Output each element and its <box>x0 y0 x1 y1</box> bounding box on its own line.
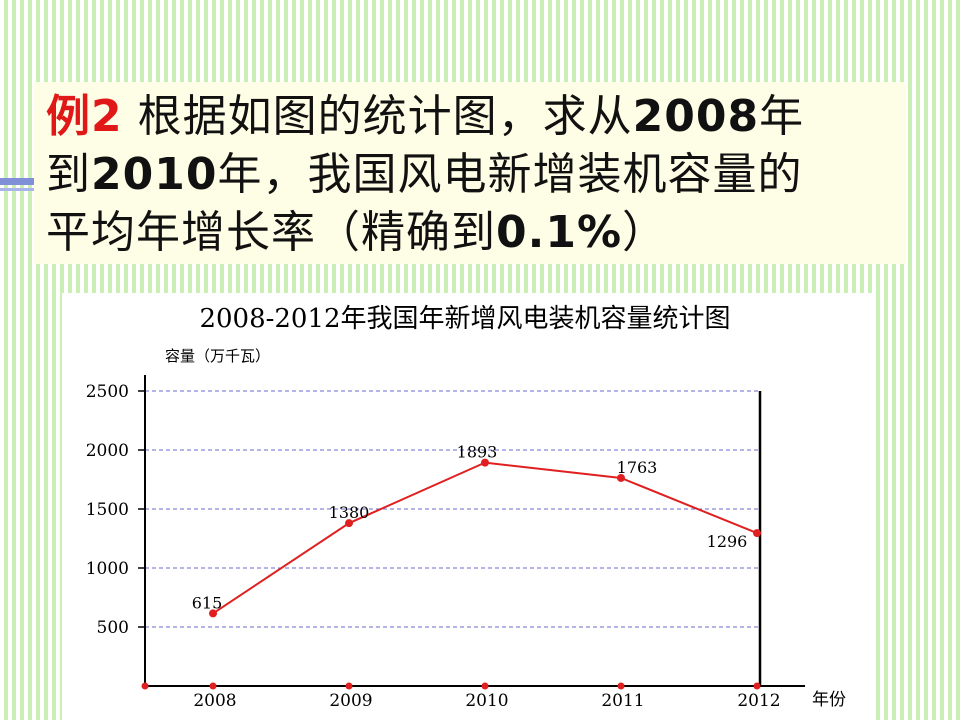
question-line-3: 平均年增长率（精确到0.1%） <box>46 204 906 262</box>
y-tick-labels: 500 1000 1500 2000 2500 <box>86 382 129 638</box>
x-tick-label: 2010 <box>465 691 508 711</box>
series-line <box>212 461 758 615</box>
question-line2-text: 年，我国风电新增装机容量的 <box>217 149 803 200</box>
question-year-start: 2008 <box>632 91 760 142</box>
grid-lines <box>145 390 760 628</box>
question-text: 例2 根据如图的统计图，求从2008年 到2010年，我国风电新增装机容量的 平… <box>46 88 906 262</box>
data-label: 1893 <box>457 443 498 462</box>
y-tick-label: 1000 <box>86 559 129 579</box>
origin-point <box>141 682 149 690</box>
y-tick-label: 2500 <box>86 382 129 402</box>
x-tick-label: 2012 <box>737 691 780 711</box>
chart-title: 2008-2012年我国年新增风电装机容量统计图 <box>199 304 730 334</box>
data-point <box>209 609 217 618</box>
question-line1-end: 年 <box>759 91 805 142</box>
decorative-bar-thin <box>0 188 40 191</box>
data-points <box>209 458 761 618</box>
question-precision: 0.1% <box>496 207 623 258</box>
question-line-2: 到2010年，我国风电新增装机容量的 <box>46 149 803 200</box>
chart-panel <box>62 293 872 720</box>
data-labels: 615 1380 1893 1763 1296 <box>192 443 748 613</box>
question-line3-end: ） <box>622 207 668 258</box>
data-label: 1763 <box>617 458 658 477</box>
x-axis-point <box>617 682 625 690</box>
question-line1-text: 根据如图的统计图，求从 <box>122 91 633 142</box>
decorative-bar <box>0 178 40 185</box>
x-tick-label: 2008 <box>193 691 236 711</box>
data-point <box>345 519 353 528</box>
question-box <box>34 82 906 264</box>
data-label: 615 <box>192 593 223 612</box>
x-axis-label: 年份 <box>812 690 846 710</box>
y-tick-label: 2000 <box>86 441 129 461</box>
data-point <box>617 473 625 482</box>
data-point <box>481 458 489 467</box>
x-axis-point <box>345 682 353 690</box>
x-tick-label: 2009 <box>329 691 372 711</box>
x-tick-labels: 2008 2009 2010 2011 2012 <box>193 691 780 711</box>
axes <box>138 375 805 690</box>
y-tick-label: 1500 <box>86 500 129 520</box>
series-path <box>212 461 758 615</box>
x-axis-point <box>209 682 217 690</box>
data-label: 1296 <box>707 532 748 551</box>
x-tick-label: 2011 <box>601 691 644 711</box>
question-line-1: 例2 根据如图的统计图，求从2008年 <box>46 88 906 146</box>
y-tick-label: 500 <box>97 618 129 638</box>
question-line3-text: 平均年增长率（精确到 <box>46 207 496 258</box>
data-label: 1380 <box>329 503 370 522</box>
question-year-end: 2010 <box>91 149 218 200</box>
x-axis-point <box>753 682 761 690</box>
example-label: 例2 <box>46 91 123 142</box>
data-point <box>753 529 761 538</box>
x-axis-point <box>481 682 489 690</box>
y-axis-label: 容量（万千瓦） <box>165 347 270 365</box>
